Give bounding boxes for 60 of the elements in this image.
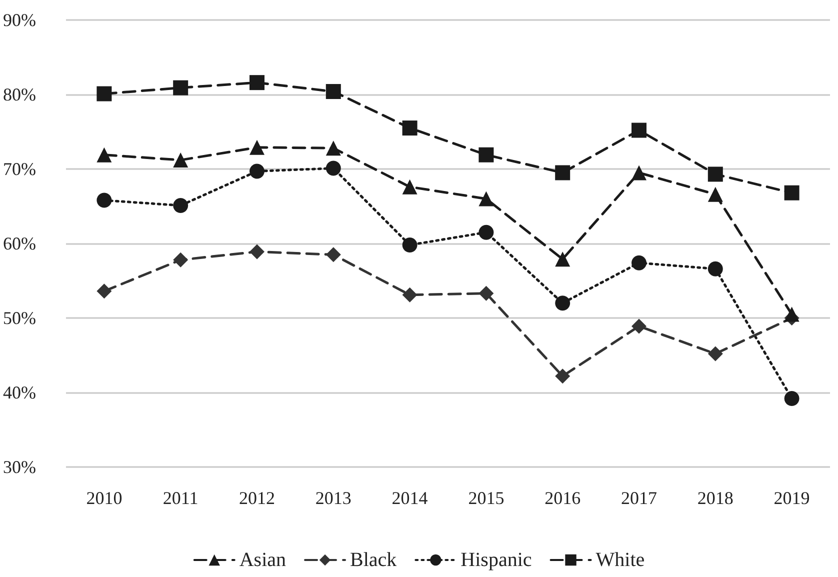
- x-tick-label: 2011: [162, 488, 198, 508]
- point: [173, 252, 188, 268]
- point: [402, 179, 418, 194]
- point: [96, 86, 112, 102]
- legend-label: Black: [350, 549, 397, 571]
- point: [632, 122, 646, 138]
- point: [478, 191, 494, 206]
- point: [173, 152, 188, 168]
- x-tick-label: 2014: [392, 488, 428, 508]
- point: [402, 120, 418, 136]
- y-tick-label: 60%: [2, 234, 36, 254]
- point: [402, 237, 418, 252]
- point: [326, 84, 341, 100]
- point: [784, 185, 800, 200]
- point: [632, 255, 646, 270]
- point: [555, 165, 570, 180]
- x-tick-label: 2018: [697, 488, 734, 508]
- y-tick-label: 70%: [2, 159, 36, 179]
- x-tick-label: 2012: [238, 488, 275, 508]
- point: [402, 287, 418, 302]
- y-tick-label: 50%: [2, 308, 36, 328]
- point: [708, 261, 723, 276]
- point: [326, 160, 341, 176]
- point: [249, 75, 264, 90]
- point: [250, 164, 264, 179]
- point: [478, 224, 494, 240]
- point: [708, 186, 723, 202]
- x-tick-label: 2019: [774, 488, 810, 508]
- y-tick-label: 80%: [2, 84, 36, 104]
- y-tick-label: 40%: [2, 382, 36, 402]
- point: [96, 147, 112, 162]
- point: [784, 390, 800, 406]
- legend-label: Hispanic: [460, 549, 532, 571]
- x-tick-label: 2015: [468, 488, 504, 508]
- point: [173, 80, 188, 96]
- point: [249, 244, 264, 260]
- point: [708, 166, 723, 182]
- point: [632, 165, 646, 180]
- legend-label: White: [596, 549, 645, 571]
- point: [555, 252, 570, 267]
- point: [326, 140, 341, 156]
- x-tick-label: 2010: [86, 488, 122, 508]
- point: [478, 286, 494, 301]
- point: [249, 140, 264, 155]
- point: [708, 346, 723, 362]
- point: [96, 192, 112, 208]
- y-tick-label: 30%: [2, 457, 36, 477]
- point: [632, 318, 646, 334]
- point: [96, 284, 112, 299]
- y-tick-label: 90%: [2, 10, 36, 30]
- x-tick-label: 2016: [544, 488, 581, 508]
- point: [555, 368, 570, 384]
- x-tick-label: 2017: [621, 488, 657, 508]
- legend-label: Asian: [239, 549, 286, 571]
- point: [555, 296, 570, 311]
- point: [478, 147, 494, 162]
- x-tick-label: 2013: [315, 488, 352, 508]
- point: [326, 247, 341, 262]
- point: [173, 198, 188, 213]
- point: [784, 306, 800, 322]
